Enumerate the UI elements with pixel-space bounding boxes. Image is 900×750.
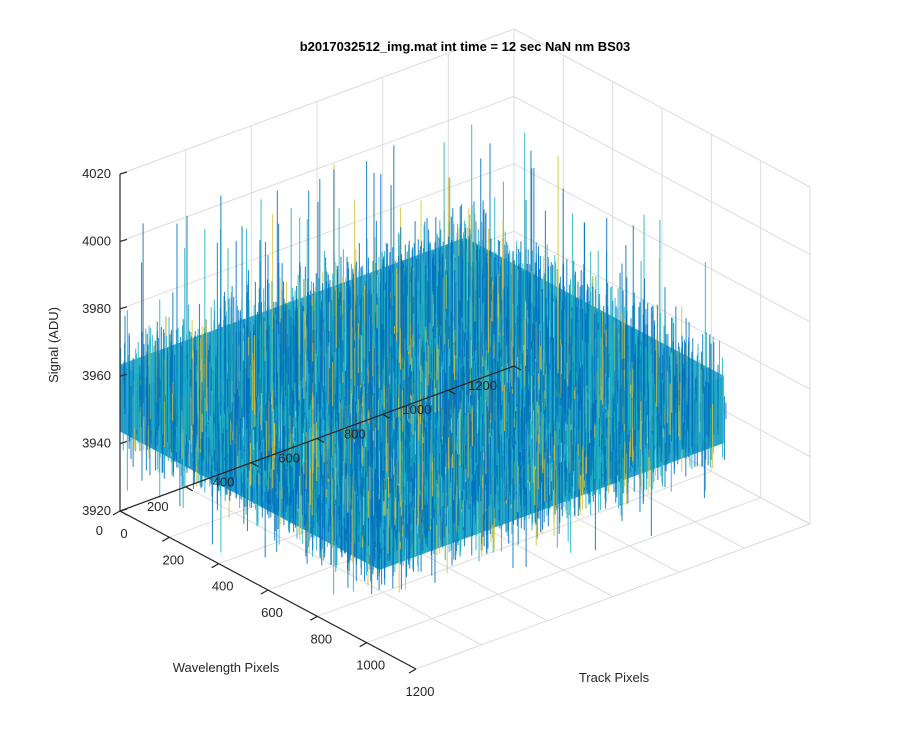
surface-noise — [120, 124, 727, 595]
grid-line-z-right-5 — [513, 28, 811, 188]
surface — [120, 124, 727, 595]
grid-line-z-left-5 — [119, 28, 515, 175]
grid-line-z-right-4 — [513, 95, 811, 255]
grid-line-z-left-4 — [119, 95, 515, 242]
